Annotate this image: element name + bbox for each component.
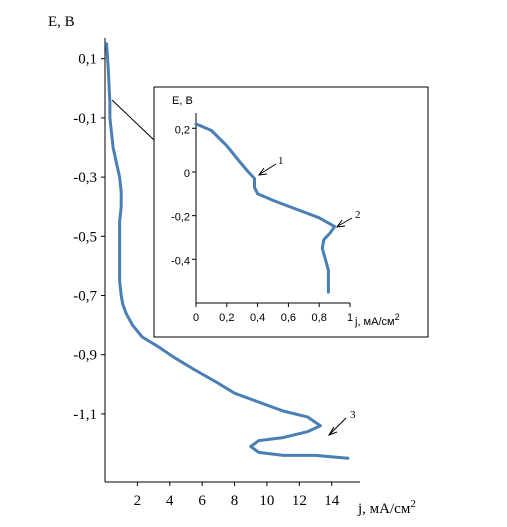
inset-y-ticks: 0,2 0 -0,2 -0,4 (171, 124, 196, 267)
main-y-tick-label: -0,7 (73, 289, 97, 305)
main-y-tick-label: -0,9 (73, 348, 97, 364)
main-y-axis-label: E, В (48, 14, 75, 30)
inset-x-tick-label: 0,6 (281, 312, 296, 324)
main-x-tick-label: 12 (292, 493, 307, 509)
annotation-3: 3 (327, 409, 356, 436)
annotation-1: 1 (257, 155, 284, 176)
main-y-tick-label: -0,1 (73, 111, 97, 127)
annotation-2-label: 2 (355, 209, 361, 221)
main-chart: 0,1-0,1-0,3-0,5-0,7-0,9-1,1 2 4 6 8 10 12 14 E… (48, 14, 416, 517)
inset-x-tick-label: 1 (347, 312, 353, 324)
inset-y-tick-label: -0,2 (171, 212, 190, 224)
annotation-1-label: 1 (278, 155, 284, 167)
main-y-ticks: 0,1 -0,1 -0,3 -0,5 -0,7 -0,9 -1,1 (73, 52, 105, 423)
main-x-tick-label: 14 (324, 493, 340, 509)
main-y-tick-label: -0,3 (73, 170, 97, 186)
inset-x-axis-label-text: j, мА/см (354, 316, 395, 328)
inset-frame (153, 86, 429, 338)
main-x-tick-label: 10 (259, 493, 274, 509)
main-x-tick-label: 6 (198, 493, 206, 509)
main-series-line (105, 42, 350, 460)
main-x-ticks: 2 4 6 8 10 12 14 (134, 482, 340, 509)
annotation-2-arrow (337, 217, 353, 227)
annotation-1-arrow (259, 163, 277, 175)
main-y-tick-label: -0,5 (73, 229, 97, 245)
main-y-tick-label: 0,1 (78, 52, 97, 68)
annotation-3-arrow (329, 417, 347, 435)
inset-x-tick-label: 0,2 (219, 312, 234, 324)
main-x-axis-label: j, мА/см2 (357, 498, 416, 517)
inset-callout-line (111, 99, 155, 141)
main-x-tick-label: 8 (231, 493, 239, 509)
annotation-3-arrowhead (327, 426, 338, 436)
inset-y-axis-label: E, В (172, 95, 193, 107)
inset-x-tick-label: 0 (193, 312, 199, 324)
inset-chart: 0,2 0 -0,2 -0,4 0 0,2 0,4 0,6 0,8 1 E, В j, мА/с… (111, 86, 429, 338)
main-x-tick-label: 4 (166, 493, 174, 509)
annotation-2: 2 (335, 209, 361, 228)
annotation-2-arrowhead (335, 219, 346, 228)
main-x-axis-label-text: j, мА/см (357, 501, 411, 517)
inset-x-tick-label: 0,8 (312, 312, 327, 324)
inset-series-line (194, 122, 337, 294)
main-x-axis-label-sup: 2 (410, 498, 416, 510)
inset-y-tick-label: 0,2 (175, 124, 190, 136)
main-x-tick-label: 2 (134, 493, 142, 509)
inset-x-axis-label: j, мА/см2 (354, 312, 400, 328)
inset-x-tick-label: 0,4 (250, 312, 265, 324)
inset-x-axis-label-sup: 2 (395, 312, 400, 322)
inset-y-tick-label: 0 (184, 168, 190, 180)
inset-y-tick-label: -0,4 (171, 255, 190, 267)
annotation-3-label: 3 (350, 409, 356, 421)
inset-x-ticks: 0 0,2 0,4 0,6 0,8 1 (193, 303, 353, 324)
annotation-1-arrowhead (257, 167, 268, 176)
main-y-tick-label: -1,1 (73, 407, 97, 423)
